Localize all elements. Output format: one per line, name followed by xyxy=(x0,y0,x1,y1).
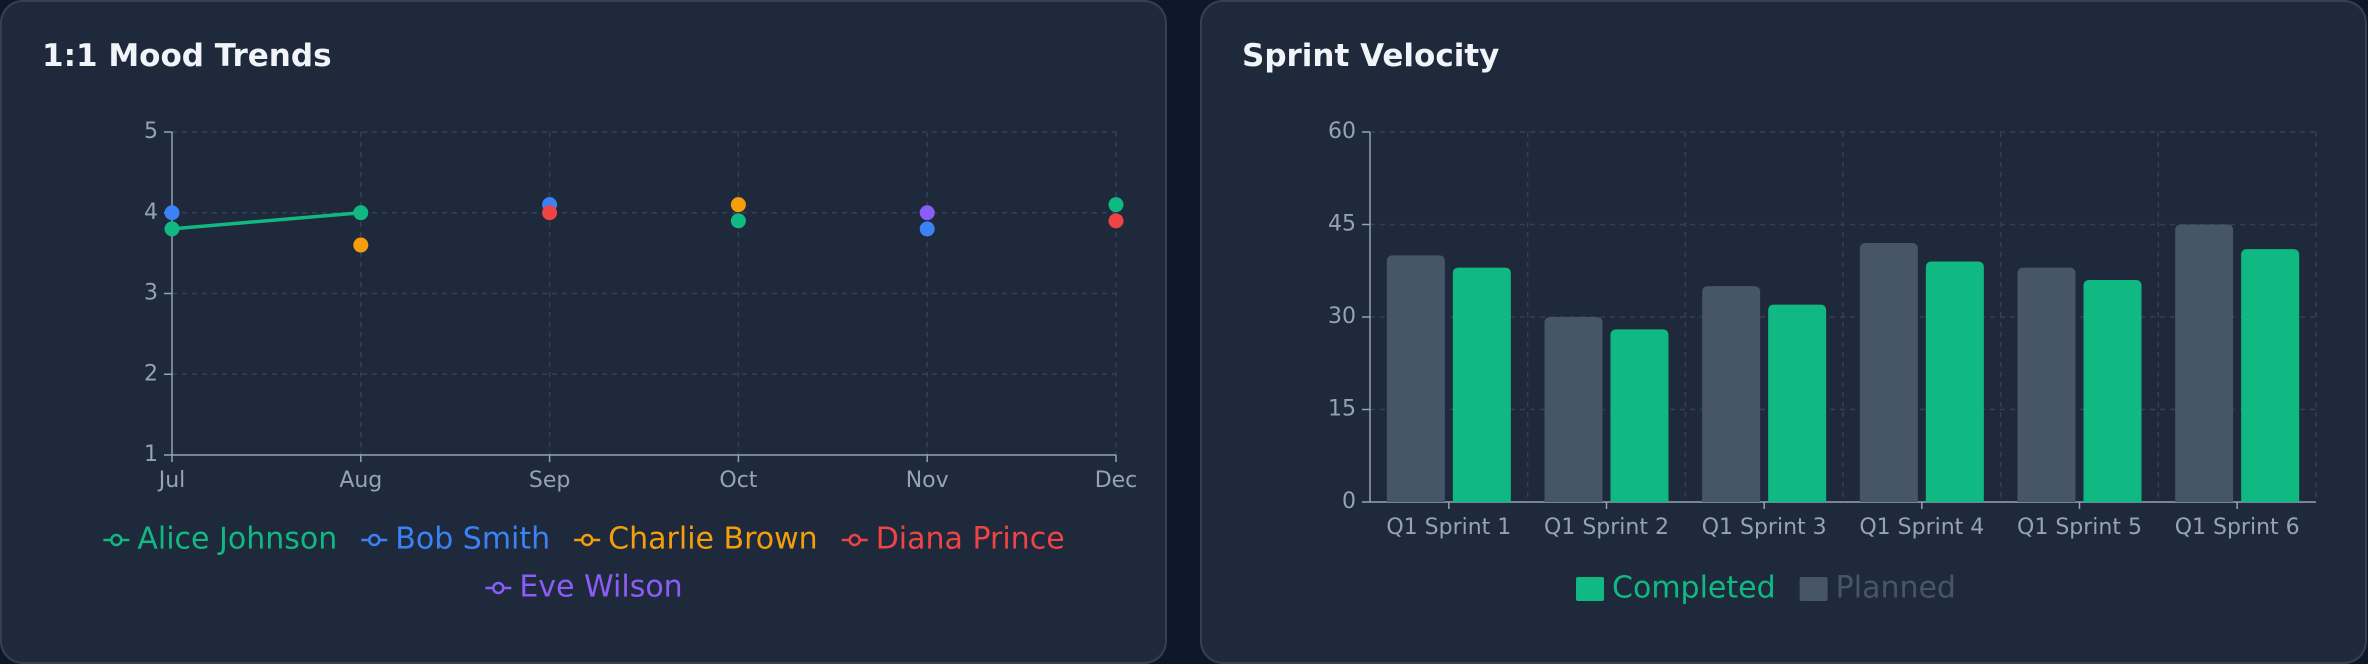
x-tick-label: Dec xyxy=(1095,468,1138,493)
data-point xyxy=(353,237,369,253)
data-point xyxy=(919,205,935,221)
data-point xyxy=(164,205,180,221)
x-tick-label: Oct xyxy=(719,468,757,493)
legend-item: Alice Johnson xyxy=(103,522,337,557)
legend-icon xyxy=(1576,577,1605,601)
data-point xyxy=(730,197,746,213)
x-tick-label: Q1 Sprint 6 xyxy=(2175,515,2300,540)
data-point xyxy=(919,221,935,237)
legend-label: Completed xyxy=(1612,571,1776,606)
legend-item: Charlie Brown xyxy=(574,522,818,557)
bar xyxy=(1925,261,1984,502)
legend-item: Diana Prince xyxy=(841,522,1065,557)
data-point xyxy=(1108,197,1124,213)
y-tick-label: 3 xyxy=(144,281,158,306)
y-tick-label: 1 xyxy=(144,442,158,467)
x-tick-label: Sep xyxy=(529,468,570,493)
panel xyxy=(0,0,1167,664)
y-tick-label: 0 xyxy=(1342,489,1356,514)
x-tick-label: Jul xyxy=(157,468,186,493)
y-tick-label: 4 xyxy=(144,200,158,225)
legend-item: Bob Smith xyxy=(361,522,550,557)
data-point xyxy=(353,205,369,221)
bar xyxy=(1610,329,1669,502)
legend-icon xyxy=(1799,577,1828,601)
legend-label: Planned xyxy=(1836,571,1956,606)
legend-icon xyxy=(848,533,861,547)
y-tick-label: 60 xyxy=(1328,119,1356,144)
y-tick-label: 5 xyxy=(144,119,158,144)
x-tick-label: Q1 Sprint 2 xyxy=(1544,515,1669,540)
x-tick-label: Aug xyxy=(339,468,382,493)
bar xyxy=(2175,224,2234,502)
x-tick-label: Q1 Sprint 5 xyxy=(2017,515,2142,540)
data-point xyxy=(164,221,180,237)
legend-item: Planned xyxy=(1799,571,1956,606)
legend-item: Eve Wilson xyxy=(485,570,683,605)
data-point xyxy=(730,213,746,229)
chart-title: 1:1 Mood Trends xyxy=(42,38,332,74)
legend-label: Bob Smith xyxy=(395,522,550,557)
bar xyxy=(1386,255,1445,502)
legend-label: Charlie Brown xyxy=(608,522,818,557)
data-point xyxy=(542,205,558,221)
y-tick-label: 45 xyxy=(1328,212,1356,237)
y-tick-label: 15 xyxy=(1328,397,1356,422)
bar xyxy=(2083,280,2142,502)
y-tick-label: 2 xyxy=(144,361,158,386)
legend-icon xyxy=(580,533,594,547)
x-tick-label: Q1 Sprint 1 xyxy=(1386,515,1511,540)
legend-icon xyxy=(492,581,505,595)
bar xyxy=(1452,267,1511,502)
x-tick-label: Nov xyxy=(906,468,949,493)
data-point xyxy=(1108,213,1124,229)
legend-label: Eve Wilson xyxy=(519,570,682,605)
chart-title: Sprint Velocity xyxy=(1242,38,1499,74)
legend-label: Diana Prince xyxy=(876,522,1065,557)
legend-item: Completed xyxy=(1576,571,1776,606)
bar xyxy=(1702,286,1761,502)
x-tick-label: Q1 Sprint 4 xyxy=(1859,515,1984,540)
bar xyxy=(1859,243,1918,502)
legend-label: Alice Johnson xyxy=(137,522,337,557)
legend-icon xyxy=(368,533,381,547)
bar xyxy=(2241,249,2300,502)
x-tick-label: Q1 Sprint 3 xyxy=(1702,515,1827,540)
bar xyxy=(2017,267,2076,502)
y-tick-label: 30 xyxy=(1328,304,1356,329)
bar xyxy=(1544,317,1603,502)
legend-icon xyxy=(110,533,123,547)
bar xyxy=(1768,304,1827,502)
